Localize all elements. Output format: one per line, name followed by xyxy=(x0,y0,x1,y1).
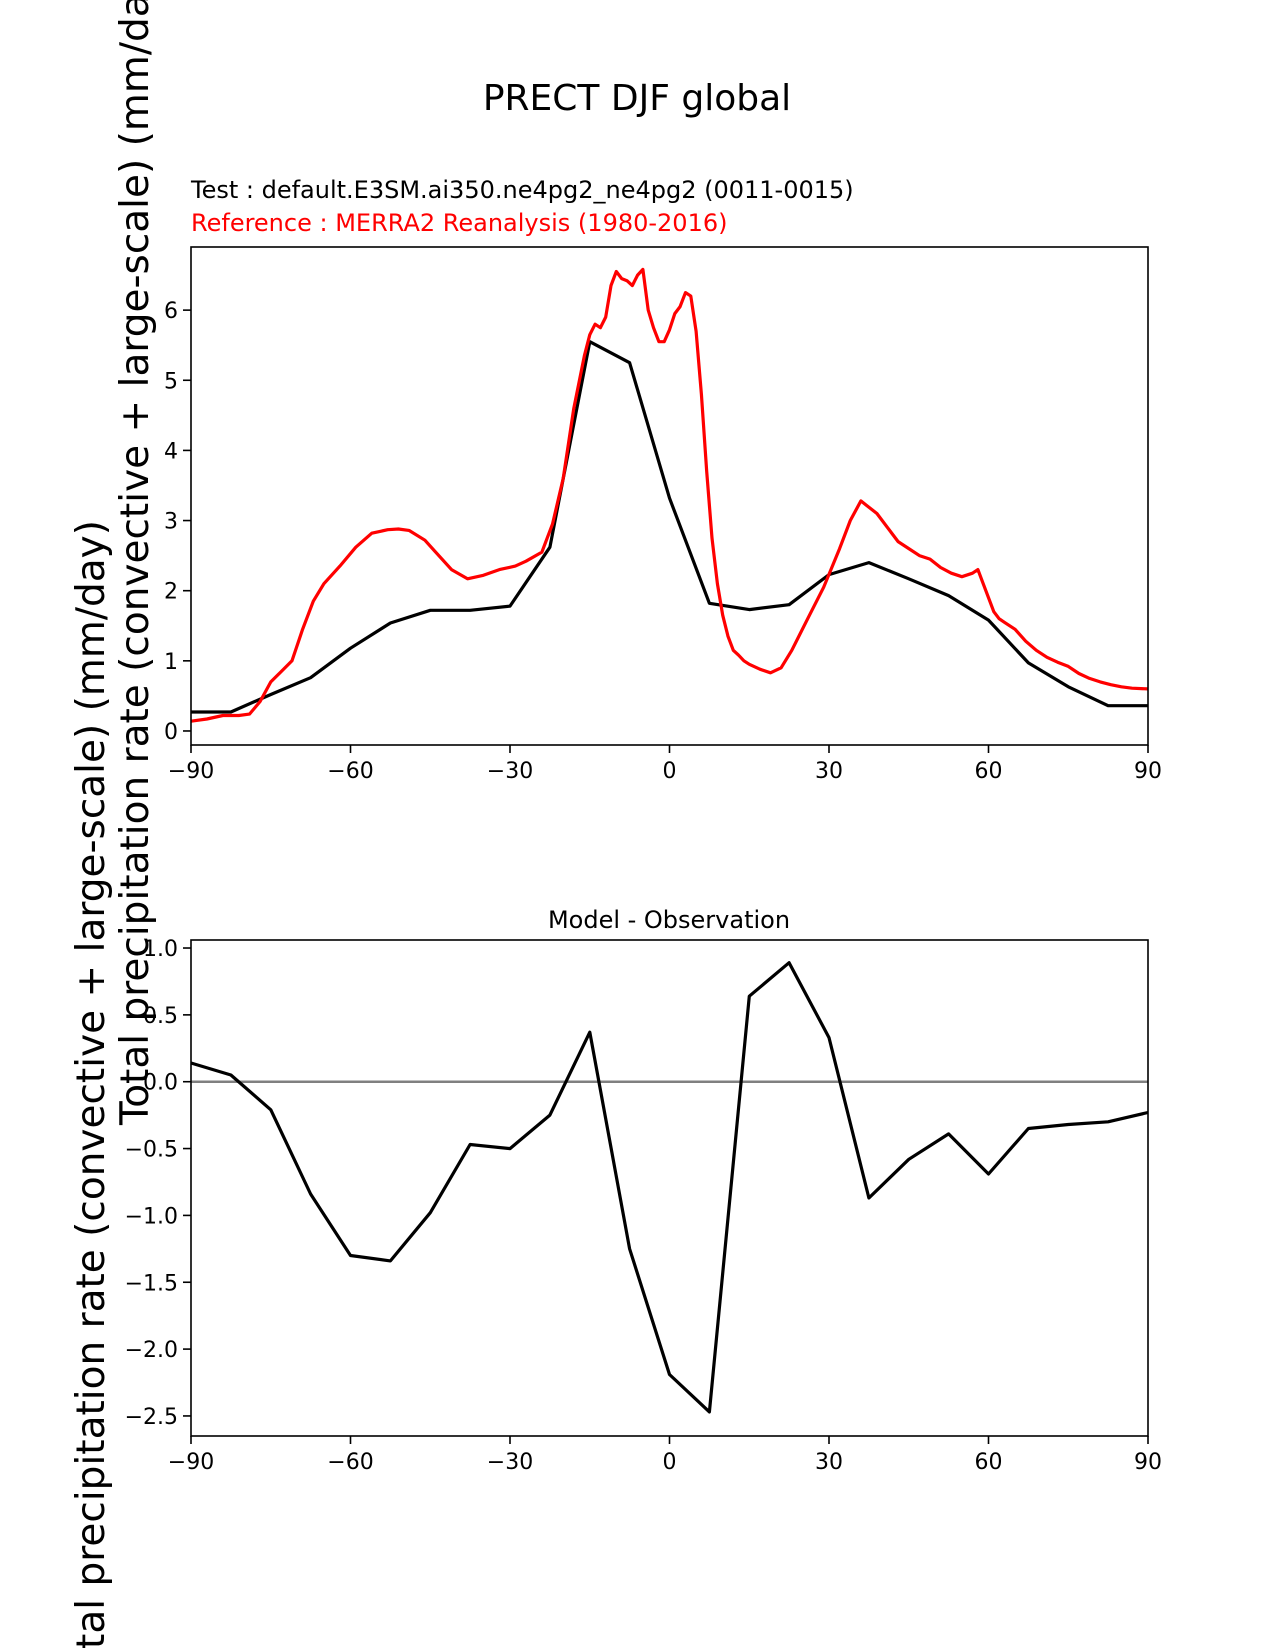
top-x-tick-label: 0 xyxy=(663,759,677,784)
bottom-panel-title: Model - Observation xyxy=(548,906,790,934)
bottom-y-tick-label: −0.5 xyxy=(125,1138,178,1163)
bottom-y-tick-label: −1.0 xyxy=(125,1204,178,1229)
top-y-tick-label: 0 xyxy=(164,720,178,745)
top-y-tick-label: 6 xyxy=(164,299,178,324)
bottom-series-group xyxy=(190,961,1149,1414)
top-y-tick-label: 3 xyxy=(164,510,178,535)
top-x-tick-label: −90 xyxy=(168,759,214,784)
top-x-tick-label: 60 xyxy=(975,759,1003,784)
top-series-group xyxy=(190,267,1149,723)
top-x-tick-label: −30 xyxy=(487,759,533,784)
bottom-plot-frame xyxy=(190,939,1149,1437)
top-x-tick-label: 30 xyxy=(815,759,843,784)
top-panel: Test : default.E3SM.ai350.ne4pg2_ne4pg2 … xyxy=(164,176,1162,784)
bottom-x-tick-label: −90 xyxy=(168,1450,214,1475)
bottom-x-tick-label: 90 xyxy=(1134,1450,1162,1475)
bottom-y-tick-label: −2.0 xyxy=(125,1338,178,1363)
top-test-line xyxy=(191,340,1148,714)
bottom-x-tick-label: −30 xyxy=(487,1450,533,1475)
top-reference-line xyxy=(190,267,1149,723)
top-y-tick-label: 5 xyxy=(164,369,178,394)
top-axis-ticks: −90 −60 −30 0 30 60 90 0 1 2 3 4 5 6 xyxy=(164,299,1162,784)
bottom-x-tick-label: −60 xyxy=(327,1450,373,1475)
bottom-x-tick-label: 30 xyxy=(815,1450,843,1475)
top-plot-frame xyxy=(190,246,1149,746)
bottom-y-tick-label: −2.5 xyxy=(125,1405,178,1430)
top-x-tick-label: −60 xyxy=(327,759,373,784)
bottom-panel: Model - Observation −90 −60 −30 0 30 60 90 1.0 0… xyxy=(125,906,1162,1475)
bottom-x-tick-label: 60 xyxy=(975,1450,1003,1475)
top-x-tick-label: 90 xyxy=(1134,759,1162,784)
bottom-x-tick-label: 0 xyxy=(663,1450,677,1475)
bottom-y-axis-label: Total precipitation rate (convective + l… xyxy=(69,520,114,1650)
top-y-tick-label: 4 xyxy=(164,439,178,464)
bottom-y-tick-label: −1.5 xyxy=(125,1271,178,1296)
top-y-tick-label: 1 xyxy=(164,650,178,675)
test-label: Test : default.E3SM.ai350.ne4pg2_ne4pg2 … xyxy=(190,176,854,204)
bottom-y-tick-label: 0.0 xyxy=(143,1071,178,1096)
bottom-y-tick-label: 1.0 xyxy=(143,937,178,962)
reference-label: Reference : MERRA2 Reanalysis (1980-2016… xyxy=(191,209,727,237)
top-y-axis-label: Total precipitation rate (convective + l… xyxy=(113,0,158,1126)
bottom-model-observation-line xyxy=(190,961,1149,1414)
bottom-y-tick-label: 0.5 xyxy=(143,1004,178,1029)
top-y-tick-label: 2 xyxy=(164,580,178,605)
bottom-axis-ticks: −90 −60 −30 0 30 60 90 1.0 0.5 0.0 −0.5 −1.0 −1.5 −2.… xyxy=(125,937,1162,1475)
figure-title: PRECT DJF global xyxy=(483,78,791,119)
